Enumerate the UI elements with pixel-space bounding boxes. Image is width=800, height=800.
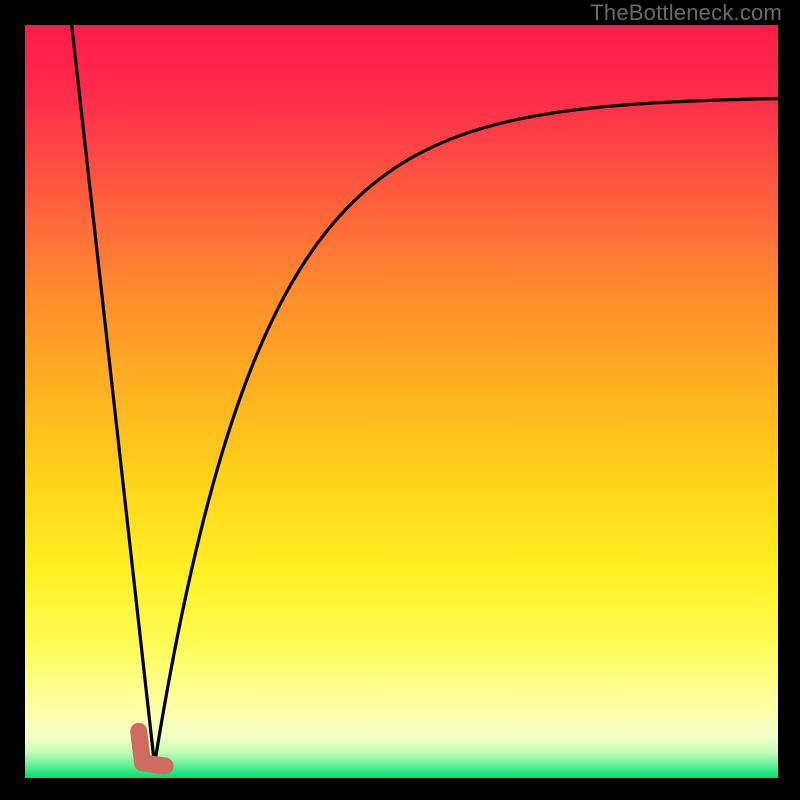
plot-area xyxy=(25,25,778,778)
watermark-text: TheBottleneck.com xyxy=(590,0,782,26)
bottleneck-chart xyxy=(0,0,800,800)
